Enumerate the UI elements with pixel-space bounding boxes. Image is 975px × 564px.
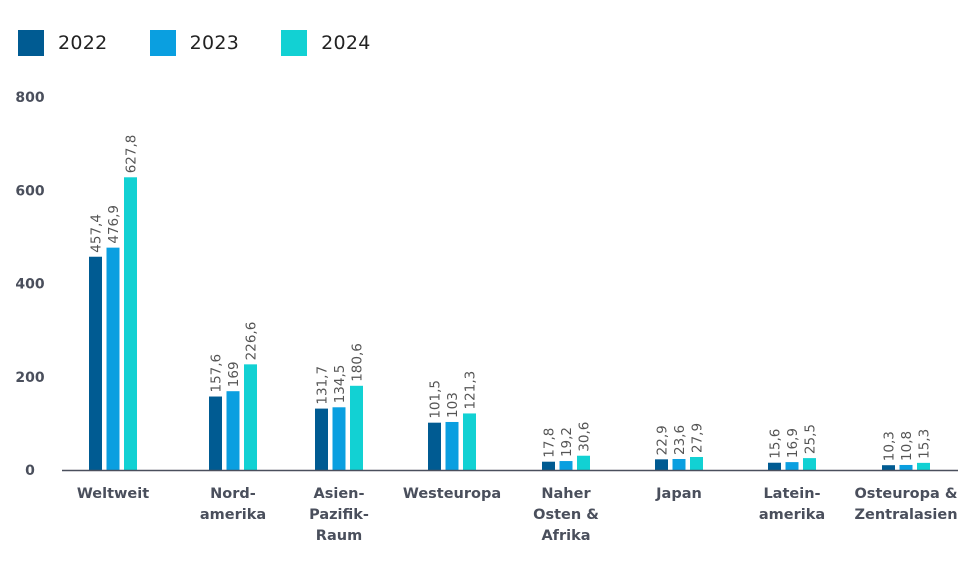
x-tick-label: Westeuropa (403, 486, 501, 502)
x-category-label: Osteuropa & Zentralasien (854, 486, 957, 523)
value-label: 19,2 (559, 427, 575, 457)
x-category-label: Weltweit (77, 486, 149, 502)
x-category-label: Latein-amerika (759, 486, 825, 523)
bar-2022-4[interactable] (542, 461, 555, 470)
value-label: 22,9 (655, 425, 671, 455)
bar-2024-2[interactable] (350, 385, 363, 470)
value-label: 23,6 (672, 425, 688, 455)
y-tick-label: 200 (15, 370, 44, 386)
bar-2022-7[interactable] (882, 465, 895, 470)
x-tick-label: Zentralasien (854, 507, 957, 523)
bar-2023-1[interactable] (226, 391, 240, 470)
x-tick-label: Afrika (541, 528, 590, 544)
value-label: 121,3 (463, 371, 479, 410)
x-tick-label: Asien- (314, 486, 365, 502)
bar-2024-4[interactable] (577, 455, 590, 470)
value-label: 10,3 (882, 431, 898, 461)
y-tick-label: 600 (15, 183, 44, 199)
chart-legend: 2022 2023 2024 (18, 30, 413, 56)
value-label: 25,5 (803, 424, 819, 454)
x-axis: Weltweit Nord-amerika Asien- Pazifik- Raum We… (77, 486, 958, 544)
x-tick-label: Pazifik- (309, 507, 369, 523)
x-tick-label: Japan (655, 486, 702, 502)
x-tick-label: Naher (541, 486, 591, 502)
bar-2023-3[interactable] (445, 421, 459, 470)
value-label: 169 (226, 361, 242, 387)
legend-label-2024: 2024 (321, 32, 371, 54)
bar-2022-2[interactable] (315, 408, 328, 470)
x-tick-label: Raum (316, 528, 362, 544)
x-tick-label: Osten & (533, 507, 599, 523)
value-label: 627,8 (124, 135, 140, 174)
value-label: 476,9 (106, 205, 122, 244)
value-label: 180,6 (350, 343, 366, 382)
x-category-label: Japan (655, 486, 702, 502)
bar-2022-1[interactable] (209, 396, 222, 470)
bar-2023-4[interactable] (559, 461, 573, 470)
legend-item-2022[interactable]: 2022 (18, 30, 108, 56)
value-label: 103 (445, 392, 461, 418)
bar-2024-1[interactable] (244, 364, 257, 470)
legend-swatch-2022 (18, 30, 44, 56)
bar-2024-6[interactable] (803, 458, 816, 470)
value-label: 101,5 (428, 380, 444, 419)
legend-item-2024[interactable]: 2024 (281, 30, 371, 56)
bar-2024-0[interactable] (124, 177, 137, 470)
bar-2022-0[interactable] (89, 256, 102, 470)
x-tick-label: Weltweit (77, 486, 149, 502)
value-label: 157,6 (209, 354, 225, 393)
bar-2022-5[interactable] (655, 459, 668, 470)
value-label: 10,8 (899, 431, 915, 461)
bar-2022-6[interactable] (768, 462, 781, 470)
x-tick-label: Latein- (763, 486, 820, 502)
legend-label-2022: 2022 (58, 32, 108, 54)
y-tick-label: 0 (25, 463, 35, 479)
bar-2022-3[interactable] (428, 422, 441, 470)
y-axis: 0 200 400 600 800 (15, 90, 44, 479)
bar-2024-5[interactable] (690, 456, 703, 470)
value-label: 457,4 (89, 214, 105, 253)
legend-swatch-2024 (281, 30, 308, 56)
value-labels: 457,4 157,6 131,7 101,5 17,8 22,9 15,6 10,3 476,… (89, 135, 933, 462)
y-tick-label: 400 (15, 277, 44, 293)
value-label: 30,6 (577, 422, 593, 452)
legend-item-2023[interactable]: 2023 (149, 30, 240, 56)
x-tick-label: amerika (200, 507, 266, 523)
bar-2023-6[interactable] (785, 462, 799, 470)
value-label: 134,5 (332, 365, 348, 404)
bar-2023-2[interactable] (332, 407, 346, 470)
x-tick-label: Osteuropa & (854, 486, 957, 502)
x-tick-label: amerika (759, 507, 825, 523)
bar-2023-0[interactable] (106, 247, 120, 470)
value-label: 27,9 (690, 423, 706, 453)
bars (89, 177, 930, 470)
value-label: 17,8 (542, 428, 558, 458)
bar-2023-5[interactable] (672, 458, 686, 470)
legend-swatch-2023 (149, 30, 176, 56)
y-tick-label: 800 (15, 90, 44, 106)
bar-2023-7[interactable] (899, 464, 913, 470)
x-category-label: Naher Osten & Afrika (533, 486, 599, 544)
value-label: 226,6 (244, 322, 260, 361)
value-label: 131,7 (315, 366, 331, 405)
legend-label-2023: 2023 (189, 32, 240, 54)
x-category-label: Asien- Pazifik- Raum (309, 486, 369, 544)
x-category-label: Nord-amerika (200, 486, 266, 523)
value-label: 16,9 (785, 428, 801, 458)
x-category-label: Westeuropa (403, 486, 501, 502)
value-label: 15,3 (917, 429, 933, 459)
x-tick-label: Nord- (210, 486, 256, 502)
bar-2024-3[interactable] (463, 413, 476, 470)
value-label: 15,6 (768, 429, 784, 459)
bar-2024-7[interactable] (917, 462, 930, 470)
